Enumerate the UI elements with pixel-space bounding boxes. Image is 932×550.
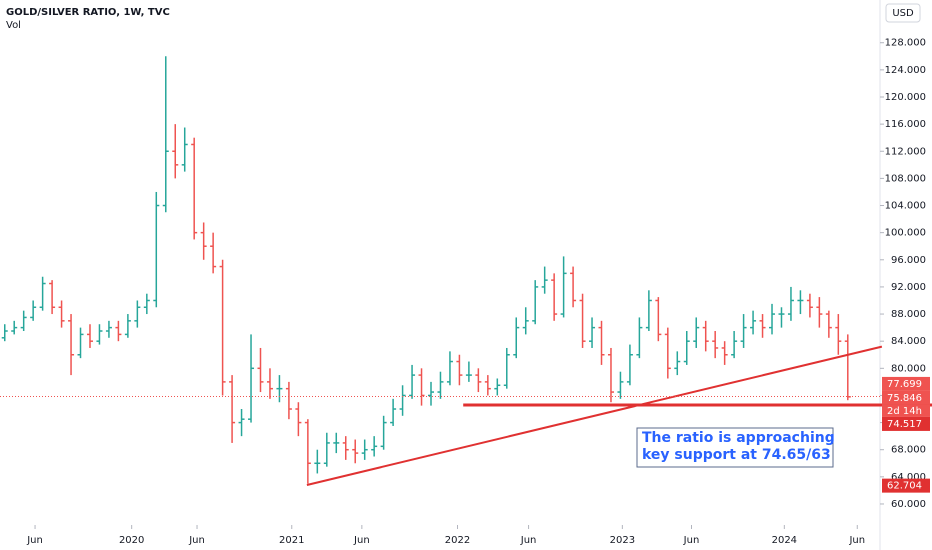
y-tick-label: 88.000: [891, 309, 926, 320]
y-tick-label: 96.000: [891, 255, 926, 266]
price-label: 62.704: [887, 481, 922, 492]
x-tick-label: 2021: [279, 535, 304, 546]
currency-label[interactable]: USD: [892, 8, 914, 19]
y-tick-label: 128.000: [885, 38, 926, 49]
y-tick-label: 104.000: [885, 201, 926, 212]
annotation-line: key support at 74.65/63: [642, 447, 831, 463]
y-tick-label: 84.000: [891, 336, 926, 347]
y-tick-label: 60.000: [891, 499, 926, 510]
x-tick-label: Jun: [848, 535, 865, 546]
price-label: 75.846: [887, 393, 922, 404]
x-tick-label: 2020: [119, 535, 144, 546]
x-tick-label: Jun: [683, 535, 700, 546]
y-tick-label: 80.000: [891, 363, 926, 374]
y-tick-label: 112.000: [885, 146, 926, 157]
y-tick-label: 116.000: [885, 119, 926, 130]
x-tick-label: 2024: [772, 535, 797, 546]
annotation-line: The ratio is approaching: [642, 430, 835, 446]
y-tick-label: 92.000: [891, 282, 926, 293]
countdown: 2d 14h: [887, 406, 922, 417]
chart-subtitle: Vol: [6, 20, 21, 31]
y-tick-label: 64.000: [891, 472, 926, 483]
x-tick-label: Jun: [188, 535, 205, 546]
price-label-box: [882, 416, 930, 431]
y-tick-label: 108.000: [885, 173, 926, 184]
x-tick-label: 2022: [445, 535, 470, 546]
y-tick-label: 68.000: [891, 445, 926, 456]
y-tick-label: 100.000: [885, 228, 926, 239]
currency-button[interactable]: [885, 3, 921, 23]
price-label: 77.699: [887, 379, 922, 390]
trendline: [306, 345, 883, 486]
x-tick-label: Jun: [353, 535, 370, 546]
countdown-box: [882, 404, 930, 417]
y-tick-label: 120.000: [885, 92, 926, 103]
price-label-box: [882, 478, 930, 493]
x-tick-label: Jun: [520, 535, 537, 546]
y-tick-label: 124.000: [885, 65, 926, 76]
x-tick-label: 2023: [610, 535, 635, 546]
price-label: 74.517: [887, 419, 922, 430]
x-tick-label: Jun: [26, 535, 43, 546]
price-label-box: [882, 390, 930, 405]
chart-title: GOLD/SILVER RATIO, 1W, TVC: [6, 7, 170, 18]
price-label-box: [882, 376, 930, 391]
annotation-box: [636, 427, 834, 468]
